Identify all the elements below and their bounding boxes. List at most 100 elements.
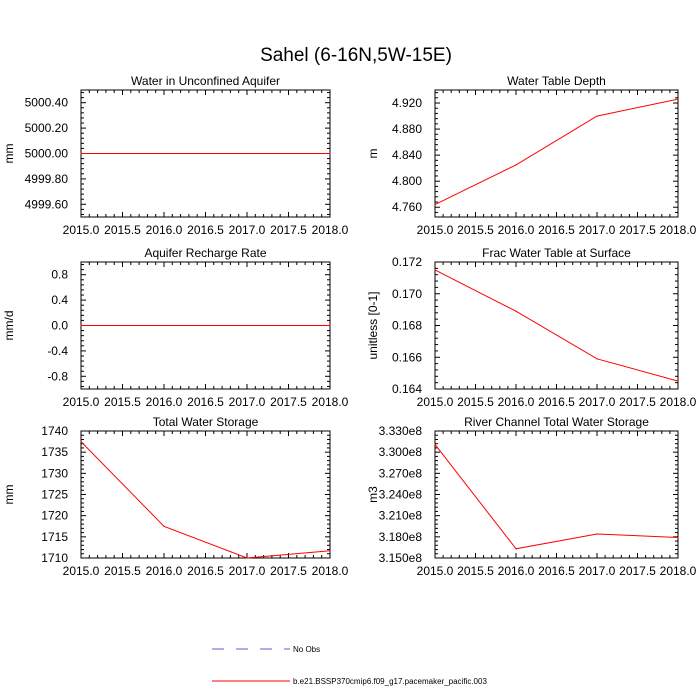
y-axis-label: m [366, 149, 380, 159]
y-tick-label: 5000.20 [25, 121, 69, 135]
x-tick-label: 2016.5 [538, 223, 575, 237]
data-point [329, 324, 331, 327]
y-tick-label: 3.150e8 [379, 551, 423, 565]
data-point [80, 324, 82, 327]
x-tick-label: 2017.5 [619, 564, 656, 578]
y-tick-label: 4999.80 [25, 172, 69, 186]
x-tick-label: 2018.0 [660, 395, 697, 409]
data-point [434, 204, 436, 206]
x-tick-label: 2017.5 [619, 395, 656, 409]
x-tick-label: 2017.0 [579, 564, 616, 578]
y-tick-label: 1715 [41, 530, 68, 544]
y-tick-label: 0.0 [51, 319, 68, 333]
x-tick-label: 2017.0 [579, 395, 616, 409]
data-point [163, 152, 165, 155]
y-tick-label: 0.164 [392, 382, 422, 396]
y-tick-label: 0.8 [51, 268, 68, 282]
y-tick-label: 4.800 [392, 174, 422, 188]
x-tick-label: 2015.0 [63, 223, 100, 237]
x-tick-label: 2015.5 [104, 395, 141, 409]
y-tick-label: 3.210e8 [379, 509, 423, 523]
x-tick-label: 2015.5 [457, 564, 494, 578]
x-tick-label: 2016.0 [498, 564, 535, 578]
x-tick-label: 2017.5 [270, 395, 307, 409]
data-point [596, 358, 598, 360]
x-tick-label: 2016.5 [538, 395, 575, 409]
series-line [434, 269, 679, 382]
x-tick-label: 2016.0 [146, 395, 183, 409]
y-tick-label: 1735 [41, 445, 68, 459]
y-axis-label: m3 [366, 486, 380, 503]
y-tick-label: 1740 [41, 424, 68, 438]
y-tick-label: 3.330e8 [379, 424, 423, 438]
x-tick-label: 2017.0 [579, 223, 616, 237]
data-point [515, 548, 517, 550]
plot-frame [434, 430, 679, 559]
chart-panel: Frac Water Table at Surface unitless [0-1… [366, 246, 697, 409]
legend-obs-label: No Obs [293, 645, 320, 654]
y-tick-label: 4.920 [392, 96, 422, 110]
chart-title: Water Table Depth [507, 74, 606, 88]
y-tick-label: 4.880 [392, 122, 422, 136]
y-tick-label: -0.8 [47, 369, 68, 383]
data-point [163, 525, 165, 527]
x-tick-label: 2016.0 [146, 223, 183, 237]
legend: No Obs b.e21.BSSP370cmip6.f09_g17.pacema… [212, 645, 487, 686]
data-point [434, 443, 436, 446]
x-tick-label: 2015.0 [63, 564, 100, 578]
chart-panel: Water in Unconfined Aquifer mm 2015.0 2015.… [2, 74, 349, 237]
x-tick-label: 2015.5 [457, 395, 494, 409]
y-tick-label: 0.166 [392, 350, 422, 364]
x-tick-label: 2015.5 [104, 564, 141, 578]
y-tick-label: 5000.00 [25, 147, 69, 161]
data-point [246, 557, 248, 559]
chart-panel: Water Table Depth m 2015.0 2015.5 2016.0 2016… [366, 74, 697, 237]
y-tick-label: 1720 [41, 509, 68, 523]
data-point [515, 310, 517, 312]
data-point [596, 115, 598, 117]
y-axis-label: mm/d [2, 311, 16, 341]
x-tick-label: 2016.5 [538, 564, 575, 578]
x-tick-label: 2016.0 [498, 223, 535, 237]
x-tick-label: 2017.0 [229, 223, 266, 237]
x-tick-label: 2015.0 [417, 395, 454, 409]
y-axis-label: unitless [0-1] [366, 291, 380, 359]
y-axis-label: mm [2, 485, 16, 505]
plot-frame [434, 89, 679, 218]
y-tick-label: 3.270e8 [379, 466, 423, 480]
x-tick-label: 2016.5 [187, 395, 224, 409]
chart-title: River Channel Total Water Storage [464, 415, 649, 429]
data-point [677, 98, 679, 100]
y-tick-label: 3.180e8 [379, 530, 423, 544]
data-point [246, 324, 248, 327]
x-tick-label: 2015.0 [417, 564, 454, 578]
x-tick-label: 2016.5 [187, 564, 224, 578]
y-tick-label: 1725 [41, 488, 68, 502]
x-tick-label: 2016.0 [498, 395, 535, 409]
chart-title: Water in Unconfined Aquifer [131, 74, 280, 88]
y-tick-label: 0.170 [392, 287, 422, 301]
series-line [434, 444, 679, 550]
plot-frame [80, 430, 331, 559]
x-tick-label: 2016.0 [146, 564, 183, 578]
y-tick-label: 1730 [41, 466, 68, 480]
data-point [329, 550, 331, 552]
series-line [434, 98, 679, 206]
chart-title: Total Water Storage [153, 415, 259, 429]
x-tick-label: 2015.0 [417, 223, 454, 237]
x-tick-label: 2017.5 [619, 223, 656, 237]
y-tick-label: 4999.60 [25, 197, 69, 211]
x-tick-label: 2015.5 [104, 223, 141, 237]
y-tick-label: 3.300e8 [379, 445, 423, 459]
y-tick-label: 4.840 [392, 148, 422, 162]
y-tick-label: 5000.40 [25, 96, 69, 110]
chart-panel: Aquifer Recharge Rate mm/d 2015.0 2015.5 201… [2, 246, 349, 409]
data-point [596, 533, 598, 535]
x-tick-label: 2018.0 [660, 223, 697, 237]
y-axis-label: mm [2, 144, 16, 164]
data-point [163, 324, 165, 327]
x-tick-label: 2015.0 [63, 395, 100, 409]
y-tick-label: -0.4 [47, 344, 68, 358]
y-tick-label: 4.760 [392, 200, 422, 214]
